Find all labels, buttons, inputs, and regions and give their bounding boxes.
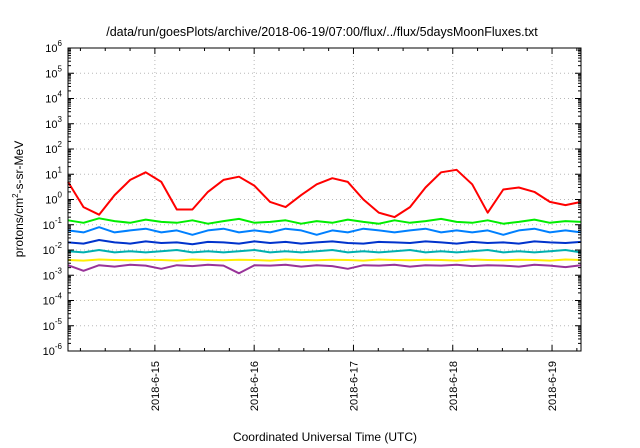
series-line-7 (67, 263, 582, 275)
y-tick-label: 103 (45, 115, 62, 131)
y-tick-label: 10-3 (43, 266, 63, 282)
y-tick-label: 10-5 (43, 317, 63, 333)
x-tick-label: 2018-6-19 (547, 361, 559, 411)
series-line-5 (67, 249, 582, 254)
y-tick-label: 10-4 (43, 292, 63, 308)
y-tick-label: 10-6 (43, 342, 63, 358)
x-tick-label: 2018-6-18 (448, 361, 460, 411)
series-line-2 (67, 217, 582, 225)
y-tick-label: 105 (45, 64, 62, 80)
x-axis-label: Coordinated Universal Time (UTC) (233, 430, 417, 444)
x-tick-labels: 2018-6-15 2018-6-16 2018-6-17 2018-6-18 2018… (150, 361, 559, 411)
chart-title: /data/run/goesPlots/archive/2018-06-19/0… (106, 25, 538, 39)
x-tick-label: 2018-6-16 (249, 361, 261, 411)
y-tick-label: 102 (45, 140, 62, 156)
y-tick-label: 10-2 (43, 241, 63, 257)
x-tick-label: 2018-6-17 (348, 361, 360, 411)
y-tick-label: 106 (45, 39, 62, 55)
y-axis-label: protons/cm2-s-sr-MeV (11, 141, 26, 257)
series-line-3 (67, 226, 582, 236)
series-group (67, 168, 582, 275)
y-tick-label: 101 (45, 165, 62, 181)
series-line-6 (67, 258, 582, 262)
y-tick-label: 100 (45, 191, 62, 207)
series-line-1 (67, 168, 582, 219)
y-tick-label: 10-1 (43, 216, 63, 232)
y-tick-label: 104 (45, 90, 62, 106)
series-line-4 (67, 239, 582, 246)
y-tick-labels: 10-6 10-5 10-4 10-3 10-2 10-1 100 101 102 103 104 1… (43, 39, 63, 358)
axis-ticks (68, 47, 581, 352)
grid-lines (68, 48, 581, 351)
x-tick-label: 2018-6-15 (150, 361, 162, 411)
